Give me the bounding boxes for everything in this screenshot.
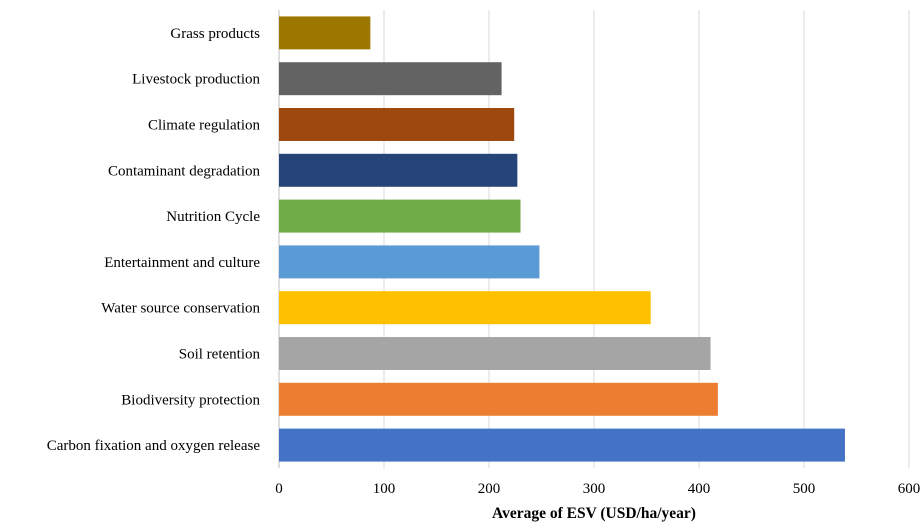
category-label: Climate regulation (148, 118, 261, 134)
x-tick-label: 100 (373, 481, 396, 497)
bar (279, 245, 540, 279)
category-label: Carbon fixation and oxygen release (47, 438, 261, 454)
category-label: Nutrition Cycle (166, 209, 260, 225)
bar (279, 382, 718, 416)
x-tick-labels: 0 100 200 300 400 500 600 (275, 481, 920, 497)
bar (279, 199, 521, 233)
x-tick-label: 400 (688, 481, 711, 497)
category-label: Biodiversity protection (121, 392, 260, 408)
x-axis-title: Average of ESV (USD/ha/year) (492, 505, 696, 522)
bars (279, 16, 845, 462)
category-label: Livestock production (132, 72, 260, 88)
x-tick-label: 600 (898, 481, 921, 497)
x-tick-label: 0 (275, 481, 283, 497)
bar (279, 153, 518, 187)
bar (279, 291, 651, 325)
category-labels: Grass products Livestock production Climat… (47, 26, 261, 454)
category-label: Water source conservation (101, 301, 260, 317)
x-tick-label: 500 (793, 481, 816, 497)
bar (279, 16, 371, 50)
category-label: Contaminant degradation (108, 163, 261, 179)
bar (279, 337, 711, 370)
x-tick-label: 200 (478, 481, 501, 497)
bar (279, 62, 502, 96)
x-tick-label: 300 (583, 481, 606, 497)
bar (279, 428, 845, 462)
category-label: Soil retention (179, 347, 261, 363)
bar (279, 108, 515, 141)
category-label: Entertainment and culture (104, 255, 260, 271)
category-label: Grass products (170, 26, 260, 42)
